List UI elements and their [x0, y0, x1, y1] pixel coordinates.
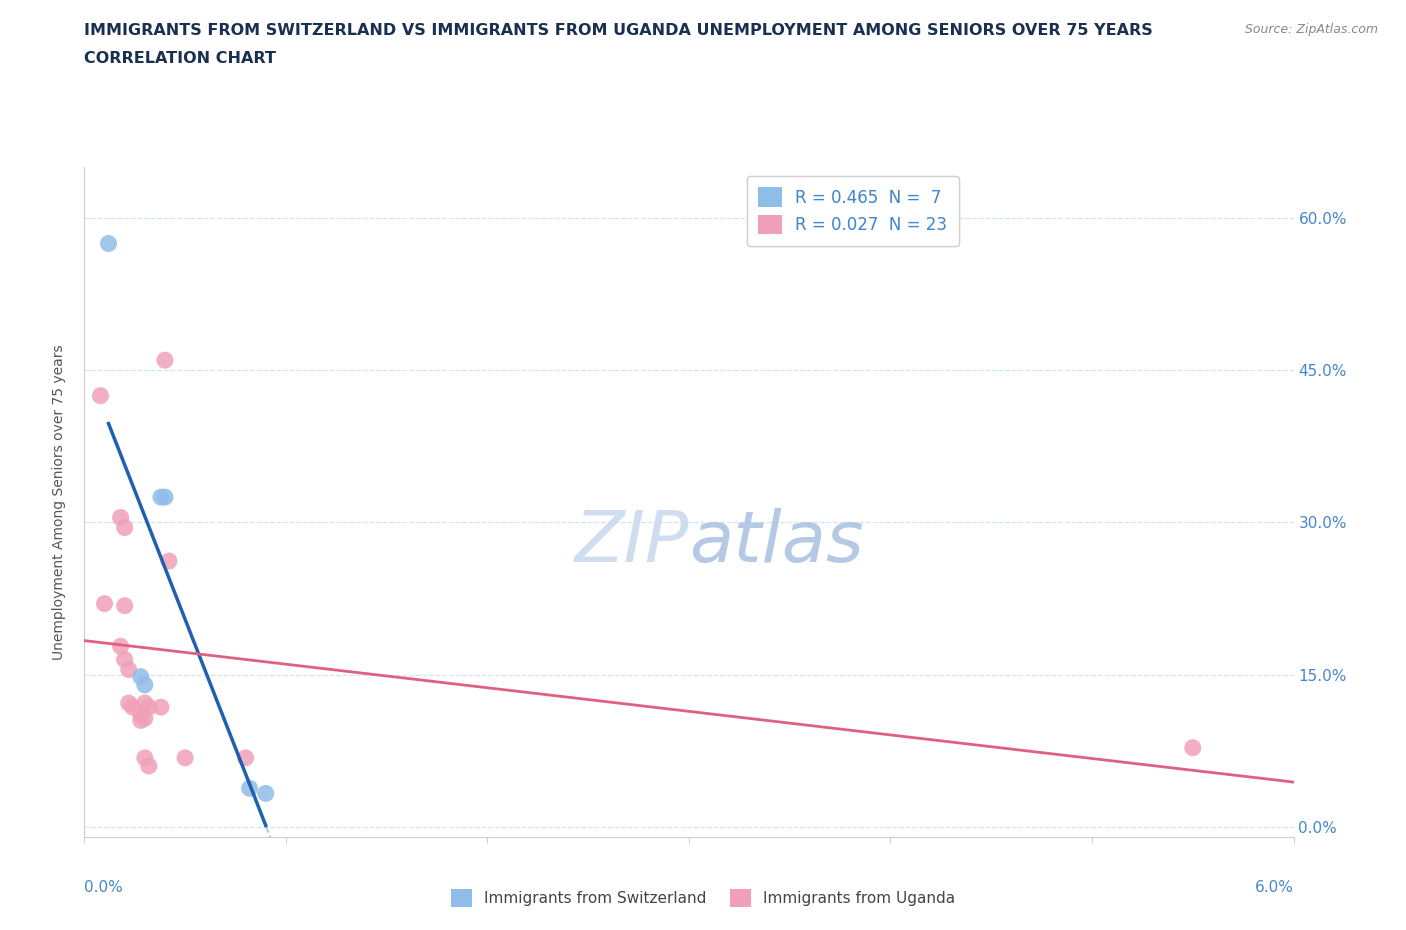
Point — [134, 711, 156, 725]
Point — [134, 696, 156, 711]
Point — [149, 490, 172, 505]
Point — [118, 696, 141, 711]
Legend: R = 0.465  N =  7, R = 0.027  N = 23: R = 0.465 N = 7, R = 0.027 N = 23 — [747, 176, 959, 246]
Text: Source: ZipAtlas.com: Source: ZipAtlas.com — [1244, 23, 1378, 36]
Text: IMMIGRANTS FROM SWITZERLAND VS IMMIGRANTS FROM UGANDA UNEMPLOYMENT AMONG SENIORS: IMMIGRANTS FROM SWITZERLAND VS IMMIGRANT… — [84, 23, 1153, 38]
Text: atlas: atlas — [689, 508, 863, 577]
Point — [153, 490, 176, 505]
Point — [129, 713, 152, 728]
Point — [110, 510, 132, 525]
Point — [118, 662, 141, 677]
Point — [1181, 740, 1204, 755]
Point — [110, 639, 132, 654]
Point — [129, 670, 152, 684]
Point — [97, 236, 120, 251]
Point — [134, 751, 156, 765]
Text: 0.0%: 0.0% — [84, 880, 124, 895]
Point — [89, 388, 111, 403]
Legend: Immigrants from Switzerland, Immigrants from Uganda: Immigrants from Switzerland, Immigrants … — [444, 884, 962, 913]
Point — [239, 781, 262, 796]
Point — [138, 699, 160, 714]
Point — [174, 751, 197, 765]
Point — [93, 596, 115, 611]
Point — [129, 708, 152, 723]
Point — [153, 352, 176, 367]
Y-axis label: Unemployment Among Seniors over 75 years: Unemployment Among Seniors over 75 years — [52, 344, 66, 660]
Point — [114, 652, 136, 667]
Point — [149, 699, 172, 714]
Point — [254, 786, 277, 801]
Point — [138, 759, 160, 774]
Text: 6.0%: 6.0% — [1254, 880, 1294, 895]
Point — [157, 553, 180, 568]
Point — [134, 677, 156, 692]
Text: ZIP: ZIP — [575, 508, 689, 577]
Point — [114, 598, 136, 613]
Point — [114, 520, 136, 535]
Point — [121, 699, 143, 714]
Point — [235, 751, 257, 765]
Text: CORRELATION CHART: CORRELATION CHART — [84, 51, 276, 66]
